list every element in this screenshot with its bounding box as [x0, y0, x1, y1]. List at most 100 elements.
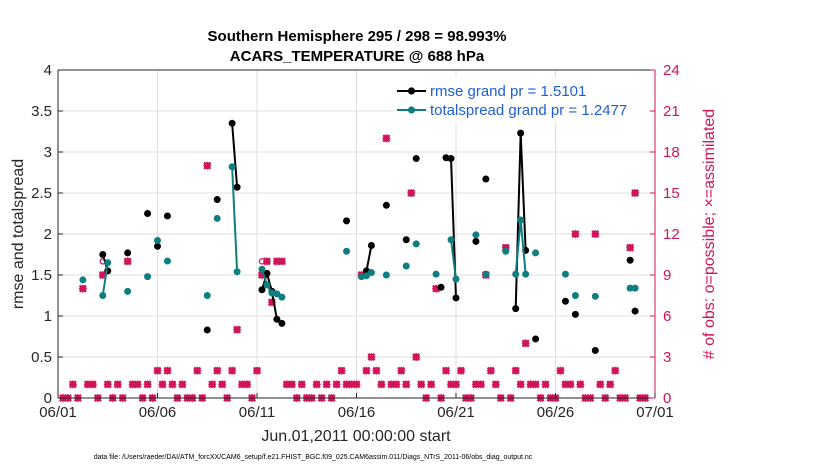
obs-assimilated-marker	[625, 243, 635, 252]
y-right-tick-label: 6	[663, 308, 671, 325]
y-right-axis-ticks: 0 3 6 9 12 15 18 21 24	[650, 62, 680, 407]
obs-assimilated-cross-b	[153, 366, 162, 375]
obs-assimilated-marker	[451, 380, 461, 389]
x-tick-label: 06/26	[537, 404, 575, 421]
obs-assimilated-cross-b	[322, 380, 331, 389]
totalspread-point	[432, 270, 440, 278]
totalspread-point	[502, 247, 510, 255]
obs-assimilated-cross-b	[491, 380, 500, 389]
rmse-point	[99, 251, 107, 258]
x-axis-label: Jun.01,2011 00:00:00 start	[261, 428, 451, 445]
obs-assimilated-cross-b	[556, 366, 565, 375]
obs-assimilated-marker	[426, 380, 436, 389]
totalspread-point	[482, 270, 490, 278]
obs-assimilated-marker	[277, 257, 287, 266]
rmse-point	[124, 249, 132, 257]
totalspread-line-segment	[101, 262, 109, 296]
obs-assimilated-marker	[337, 366, 346, 375]
totalspread-point	[452, 275, 460, 283]
y-left-tick-label: 3	[44, 144, 52, 161]
rmse-point	[591, 346, 599, 354]
obs-assimilated-cross-b	[287, 380, 296, 389]
obs-assimilated-cross-b	[596, 380, 605, 389]
obs-assimilated-cross-b	[521, 339, 530, 348]
rmse-point	[382, 201, 390, 209]
obs-assimilated-marker	[163, 366, 172, 375]
obs-assimilated-cross-b	[486, 366, 495, 375]
obs-assimilated-cross-b	[367, 353, 376, 361]
obs-assimilated-marker	[232, 325, 242, 334]
totalspread-point	[213, 214, 221, 222]
obs-assimilated-marker	[456, 366, 466, 375]
obs-assimilated-cross-b	[297, 380, 306, 389]
obs-assimilated-cross-b	[228, 366, 237, 375]
obs-assimilated-marker	[486, 366, 496, 375]
obs-assimilated-cross-b	[68, 380, 77, 389]
obs-assimilated-marker	[287, 380, 297, 389]
obs-assimilated-cross-b	[362, 366, 371, 375]
obs-assimilated-cross-b	[208, 380, 217, 389]
obs-assimilated-cross-b	[382, 134, 391, 143]
obs-assimilated-marker	[312, 380, 321, 389]
totalspread-point	[512, 270, 520, 278]
legend-rmse-label: rmse grand pr = 1.5101	[430, 83, 586, 100]
totalspread-line-segment	[450, 239, 457, 280]
obs-assimilated-cross-b	[352, 380, 361, 389]
totalspread-point	[104, 259, 112, 267]
obs-assimilated-cross-b	[427, 380, 436, 389]
y-right-tick-label: 3	[663, 349, 671, 366]
y-right-tick-label: 24	[663, 62, 680, 79]
obs-assimilated-cross-b	[213, 366, 222, 375]
data-file-footnote: data file: /Users/raeder/DAI/ATM_forcXX/…	[94, 454, 533, 461]
obs-assimilated-marker	[143, 380, 152, 389]
rmse-point	[343, 217, 351, 225]
y-right-tick-label: 18	[663, 144, 680, 161]
totalspread-point	[163, 257, 171, 265]
obs-assimilated-cross-b	[566, 380, 575, 389]
totalspread-point	[343, 247, 351, 255]
obs-assimilated-cross-b	[332, 380, 341, 389]
totalspread-point	[203, 292, 211, 299]
obs-assimilated-cross-b	[571, 230, 580, 238]
obs-assimilated-cross-b	[442, 366, 451, 375]
y-left-tick-label: 0.5	[31, 349, 52, 366]
totalspread-point	[273, 290, 281, 298]
obs-assimilated-marker	[252, 366, 262, 375]
totalspread-line-segment	[231, 166, 239, 272]
obs-assimilated-marker	[352, 380, 361, 389]
totalspread-point	[144, 273, 152, 281]
obs-assimilated-marker	[407, 188, 416, 198]
obs-assimilated-marker	[566, 380, 575, 389]
totalspread-point	[99, 292, 107, 299]
obs-assimilated-marker	[596, 380, 605, 389]
totalspread-point	[278, 293, 286, 301]
obs-assimilated-marker	[412, 352, 421, 362]
obs-assimilated-cross-b	[78, 284, 87, 293]
legend: rmse grand pr = 1.5101 totalspread grand…	[394, 78, 650, 122]
totalspread-point	[258, 265, 266, 273]
x-axis-ticks: 06/01 06/06 06/11 06/16 06/21 06/26 07/01	[39, 393, 674, 421]
rmse-point	[532, 335, 540, 343]
obs-assimilated-marker	[362, 366, 371, 375]
rmse-point	[402, 236, 410, 244]
obs-assimilated-marker	[511, 366, 520, 375]
obs-assimilated-cross-b	[606, 380, 615, 389]
x-tick-label: 06/16	[338, 404, 376, 421]
obs-assimilated-marker	[611, 366, 620, 375]
obs-assimilated-marker	[377, 380, 386, 389]
y-left-tick-label: 2.5	[31, 185, 52, 202]
legend-rmse-marker-swatch	[407, 87, 416, 95]
obs-assimilated-marker	[168, 380, 177, 389]
obs-assimilated-cross-b	[98, 271, 107, 279]
totalspread-point	[522, 270, 530, 278]
y-left-tick-label: 3.5	[31, 103, 52, 120]
obs-assimilated-cross-b	[143, 380, 152, 389]
obs-assimilated-marker	[441, 366, 451, 375]
obs-assimilated-cross-b	[123, 257, 132, 266]
obs-assimilated-cross-b	[541, 380, 550, 389]
rmse-point	[163, 212, 171, 220]
rmse-point	[482, 175, 490, 183]
obs-assimilated-marker	[491, 380, 500, 389]
obs-assimilated-cross-b	[631, 189, 640, 197]
